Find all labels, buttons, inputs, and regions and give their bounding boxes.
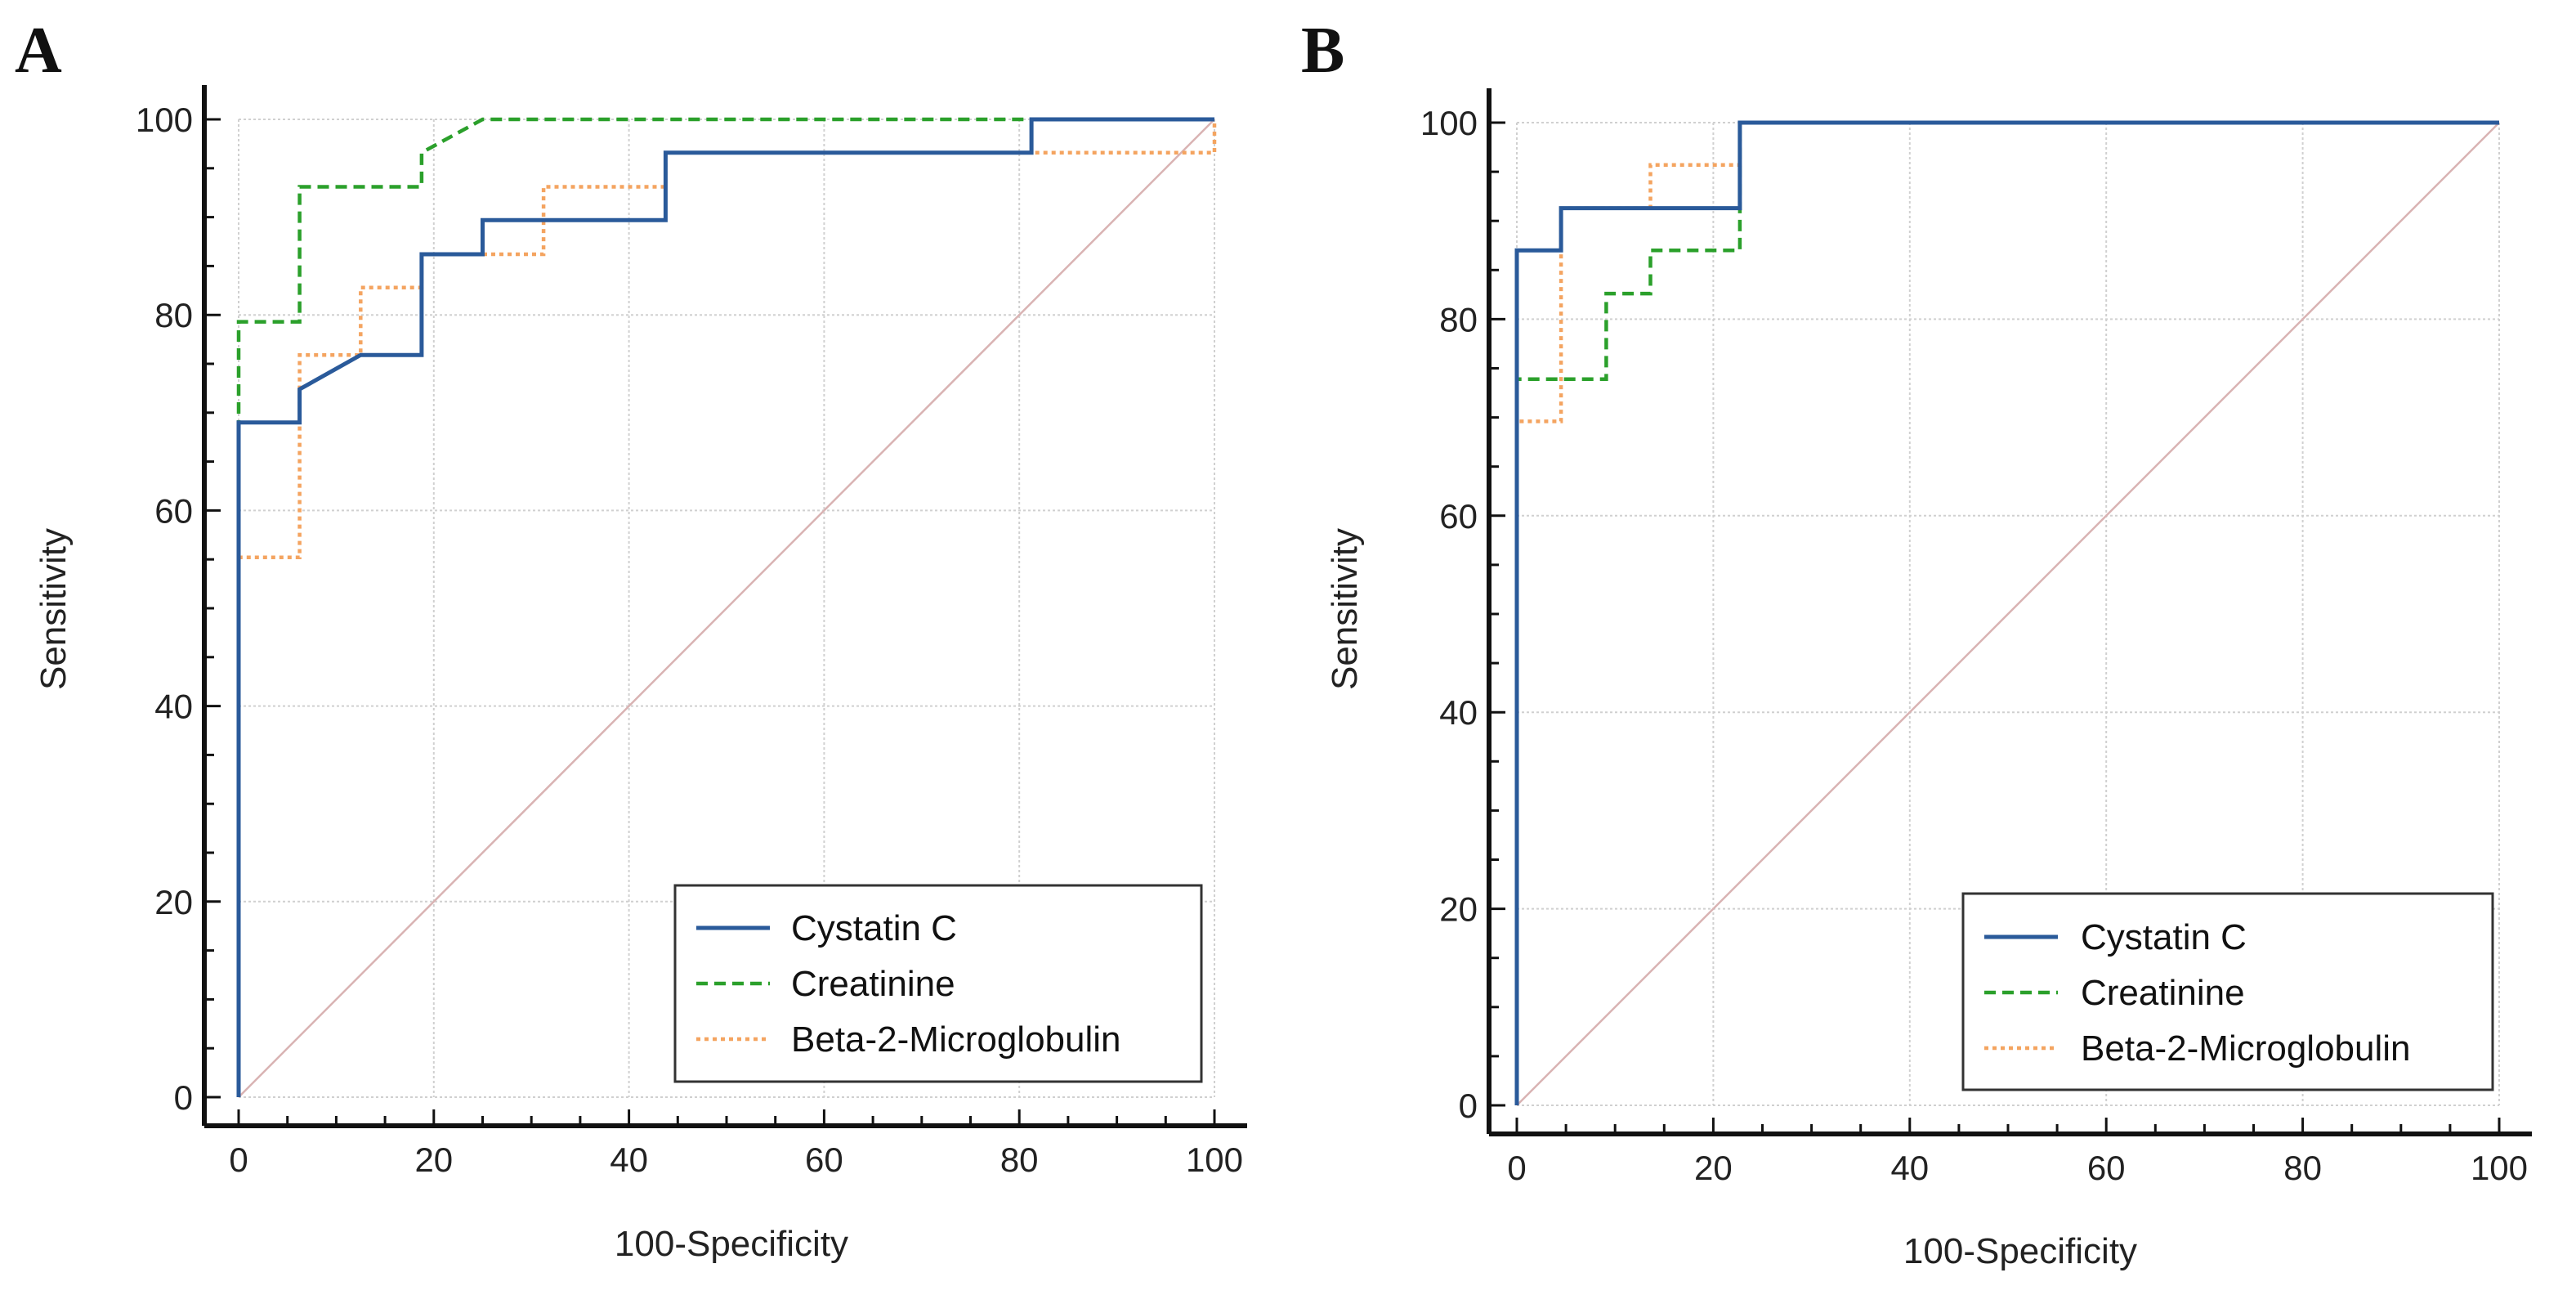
y-tick-label: 40 <box>1439 693 1478 732</box>
x-tick-label: 20 <box>414 1140 453 1179</box>
x-tick-label: 40 <box>610 1140 648 1179</box>
x-tick-label: 60 <box>805 1140 843 1179</box>
y-axis-title: Sensitivity <box>34 528 74 690</box>
reference-diagonal <box>238 119 1215 1098</box>
series-line-creatinine <box>1514 120 2499 1105</box>
y-tick-label: 0 <box>1459 1087 1478 1125</box>
x-axis-title: 100-Specificity <box>1903 1231 2137 1271</box>
legend-box <box>1961 892 2494 1091</box>
series-line-cystatin <box>236 117 1214 1097</box>
x-tick-label: 80 <box>2283 1149 2322 1187</box>
diagonal-line <box>1516 122 2500 1106</box>
series-line-cystatin <box>1514 120 2499 1105</box>
legend-label-creatinine: Creatinine <box>2081 973 2245 1013</box>
legend: Cystatin C Creatinine Beta-2-Microglobul… <box>673 884 1203 1083</box>
legend: Cystatin C Creatinine Beta-2-Microglobul… <box>1961 892 2494 1091</box>
panel-label-b: B <box>1301 15 1344 87</box>
series-lines <box>1514 120 2499 1105</box>
y-tick-label: 100 <box>1420 104 1478 142</box>
y-tick-label: 40 <box>154 688 193 726</box>
legend-label-beta2: Beta-2-Microglobulin <box>791 1019 1121 1060</box>
reference-diagonal <box>1516 122 2500 1106</box>
y-tick-label: 20 <box>1439 890 1478 929</box>
y-tick-label: 60 <box>154 491 193 530</box>
x-tick-label: 40 <box>1890 1149 1929 1187</box>
y-axis-title: Sensitivity <box>1325 528 1365 690</box>
y-tick-label: 100 <box>136 101 193 139</box>
legend-label-cystatin: Cystatin C <box>791 908 957 948</box>
x-tick-label: 100 <box>1186 1140 1243 1179</box>
x-tick-label: 0 <box>1507 1149 1526 1187</box>
x-tick-label: 20 <box>1694 1149 1733 1187</box>
series-line-creatinine <box>236 117 1214 1097</box>
legend-label-beta2: Beta-2-Microglobulin <box>2081 1028 2411 1069</box>
x-tick-label: 0 <box>229 1140 248 1179</box>
series-lines <box>236 117 1217 1097</box>
axes: 0 20 40 60 80 100 0 20 40 60 80 100 <box>1420 88 2532 1187</box>
x-tick-label: 60 <box>2087 1149 2126 1187</box>
diagonal-line <box>238 119 1215 1098</box>
y-tick-label: 80 <box>1439 300 1478 338</box>
legend-box <box>673 884 1203 1083</box>
y-tick-label: 20 <box>154 883 193 921</box>
axes: 0 20 40 60 80 100 0 20 40 60 80 100 <box>136 85 1247 1179</box>
y-tick-label: 60 <box>1439 497 1478 535</box>
y-tick-label: 0 <box>174 1078 193 1117</box>
x-tick-label: 80 <box>1000 1140 1039 1179</box>
chart-panel-a: A 0 20 40 60 80 100 0 20 40 60 80 100 100-Specifici… <box>15 15 1247 1264</box>
x-axis-title: 100-Specificity <box>615 1224 848 1264</box>
y-tick-label: 80 <box>154 296 193 334</box>
panel-label-a: A <box>15 15 62 87</box>
x-tick-label: 100 <box>2471 1149 2528 1187</box>
chart-panel-b: B 0 20 40 60 80 100 0 20 40 60 80 100 100-Specifici… <box>1301 15 2532 1271</box>
legend-label-cystatin: Cystatin C <box>2081 917 2247 957</box>
legend-label-creatinine: Creatinine <box>791 964 955 1004</box>
